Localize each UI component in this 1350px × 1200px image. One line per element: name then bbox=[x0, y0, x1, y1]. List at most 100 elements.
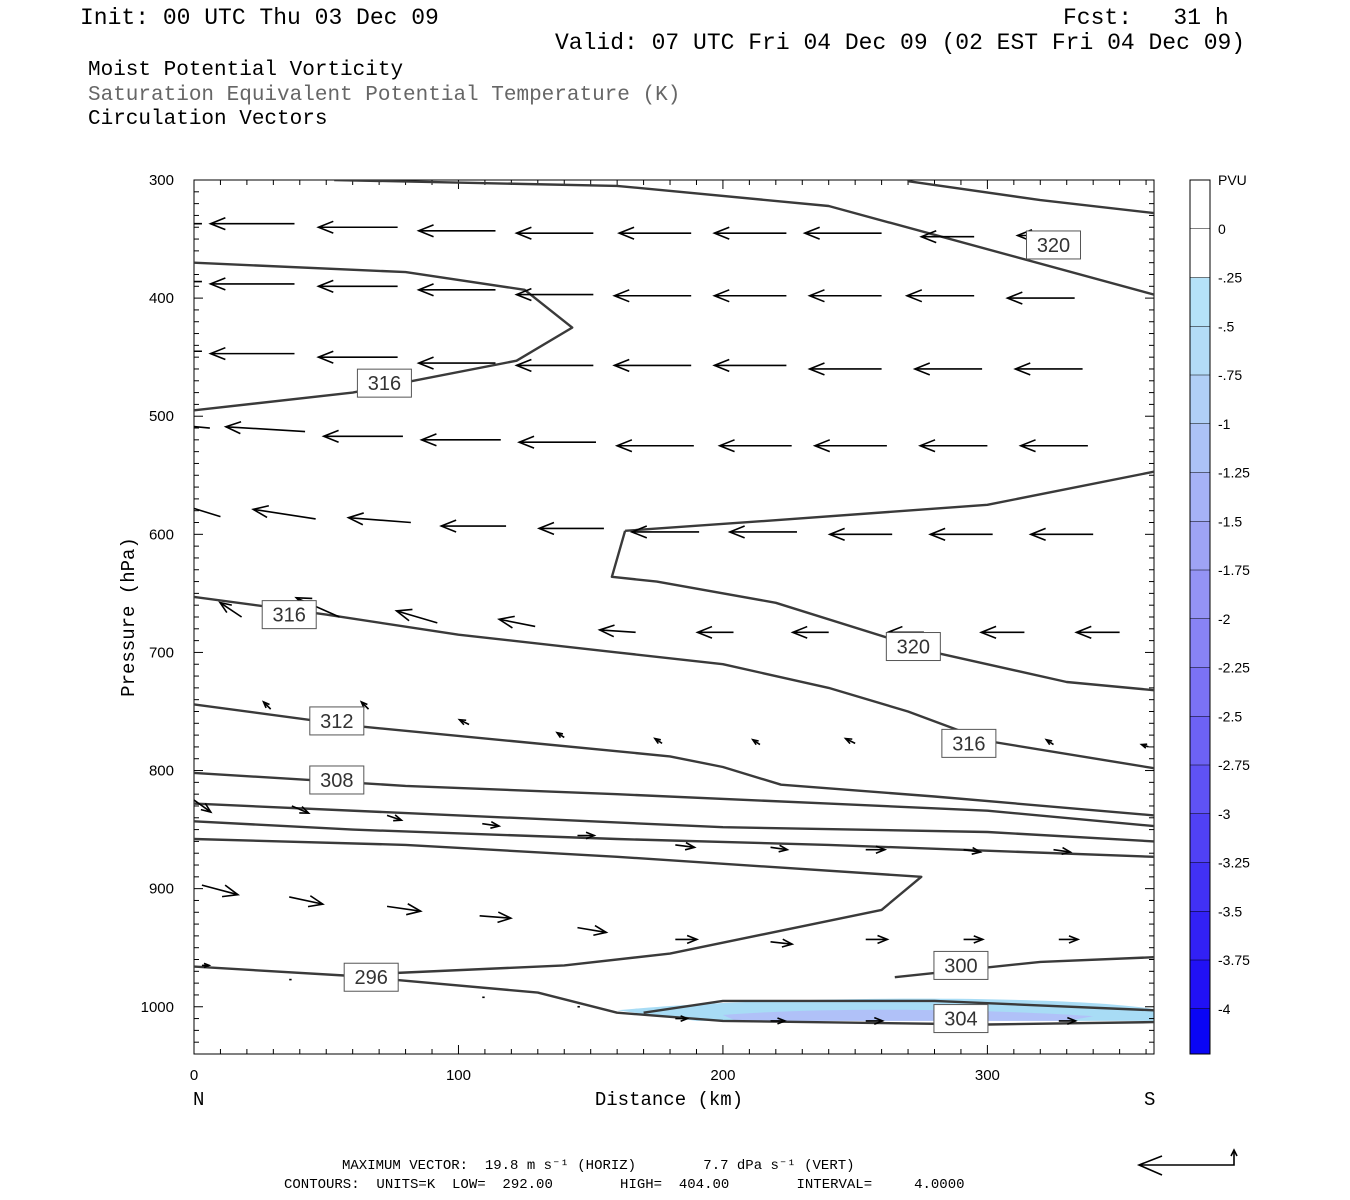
vector-head bbox=[394, 608, 413, 622]
vector-head bbox=[514, 226, 532, 240]
contour-label-box bbox=[356, 368, 412, 398]
vector-head bbox=[777, 1017, 788, 1025]
vector-shaft bbox=[770, 941, 793, 945]
vector-arrow bbox=[316, 220, 398, 234]
colorbar-segment bbox=[1190, 765, 1210, 814]
vector-arrow bbox=[712, 226, 787, 240]
vector-arrow bbox=[416, 224, 496, 238]
vector-arrow bbox=[807, 362, 882, 376]
vector-arrow bbox=[555, 731, 565, 739]
vector-head bbox=[912, 362, 931, 376]
vector-head bbox=[1013, 362, 1031, 376]
theta-contour-line bbox=[194, 802, 1154, 843]
colorbar-label: -3 bbox=[1218, 806, 1231, 822]
vector-head bbox=[629, 525, 648, 539]
vector-arrow bbox=[289, 895, 325, 908]
vector-shaft bbox=[479, 915, 511, 920]
colorbar-title: PVU bbox=[1218, 172, 1247, 188]
contour-label: 308 bbox=[309, 765, 365, 795]
max-vector-info: MAXIMUM VECTOR: 19.8 m s⁻¹ (HORIZ) 7.7 d… bbox=[342, 1158, 855, 1174]
vector-arrow bbox=[416, 356, 496, 370]
vector-shaft bbox=[201, 884, 239, 896]
vector-arrow bbox=[536, 521, 604, 536]
contour-label: 316 bbox=[941, 728, 997, 758]
vector-arrow bbox=[251, 504, 316, 520]
vector-arrow bbox=[261, 700, 272, 710]
colorbar-label: -.75 bbox=[1218, 367, 1242, 383]
vector-head bbox=[1018, 439, 1036, 453]
contour-label-text: 316 bbox=[952, 733, 985, 755]
vector-arrow bbox=[770, 844, 790, 853]
vector-arrow bbox=[514, 226, 594, 240]
vector-head bbox=[393, 814, 404, 822]
y-axis-title: Pressure (hPa) bbox=[118, 537, 140, 697]
vector-arrow bbox=[919, 230, 975, 244]
contour-label-box bbox=[261, 600, 317, 630]
colorbar-label: -3.75 bbox=[1218, 952, 1250, 968]
vector-head bbox=[208, 277, 226, 291]
vector-arrow bbox=[614, 439, 694, 453]
forecast-hour: Fcst: 31 h bbox=[1063, 5, 1229, 31]
vector-head bbox=[695, 625, 713, 639]
colorbar-segment bbox=[1190, 326, 1210, 375]
vector-arrow bbox=[316, 279, 398, 293]
colorbar-label: -3.25 bbox=[1218, 855, 1250, 871]
y-tick-label: 800 bbox=[149, 763, 174, 780]
vector-arrow bbox=[963, 846, 983, 855]
vector-arrow bbox=[1058, 1016, 1078, 1025]
colorbar-segment bbox=[1190, 618, 1210, 668]
colorbar-segment bbox=[1190, 570, 1210, 619]
vector-head bbox=[617, 226, 635, 240]
vector-arrow bbox=[577, 831, 597, 840]
vector-arrow bbox=[827, 527, 893, 542]
vector-head bbox=[585, 831, 597, 840]
vector-head bbox=[261, 700, 270, 709]
vector-arrow bbox=[963, 935, 985, 944]
x-axis-title: Distance (km) bbox=[595, 1089, 743, 1111]
vector-head bbox=[118, 345, 133, 357]
vector-head bbox=[307, 895, 325, 908]
vector-shaft bbox=[396, 610, 438, 624]
vector-head bbox=[118, 218, 133, 230]
axis-ticks bbox=[193, 179, 1154, 1055]
vector-head bbox=[812, 439, 831, 453]
vector-shaft bbox=[194, 799, 212, 813]
vector-arrow bbox=[1013, 362, 1083, 376]
vector-head bbox=[727, 525, 745, 539]
init-time: Init: 00 UTC Thu 03 Dec 09 bbox=[80, 5, 439, 31]
vector-head bbox=[419, 433, 437, 447]
reference-vector-head bbox=[1136, 1155, 1163, 1176]
vector-arrow bbox=[223, 420, 306, 435]
y-tick-label: 300 bbox=[149, 172, 174, 189]
theta-contour-line bbox=[194, 595, 1154, 770]
colorbar-label: -2.25 bbox=[1218, 660, 1250, 676]
vector-arrow bbox=[979, 625, 1025, 640]
vector-arrow bbox=[118, 218, 202, 230]
colorbar-label: -2.5 bbox=[1218, 708, 1242, 724]
vector-arrow bbox=[416, 283, 496, 297]
contour-label-box bbox=[933, 950, 989, 980]
contour-label-text: 308 bbox=[320, 770, 353, 792]
contour-label-box bbox=[933, 1004, 989, 1034]
contour-label: 316 bbox=[261, 600, 317, 630]
vector-head bbox=[614, 439, 633, 453]
vector-arrow bbox=[208, 277, 295, 291]
colorbar-frame bbox=[1189, 179, 1211, 1055]
vector-head bbox=[203, 962, 212, 969]
vector-arrow bbox=[1074, 625, 1120, 640]
contour-label-text: 296 bbox=[355, 967, 388, 989]
colorbar-segment bbox=[1190, 1008, 1210, 1054]
contour-label-text: 316 bbox=[368, 373, 401, 395]
vector-arrow bbox=[629, 525, 700, 539]
vector-head bbox=[299, 805, 311, 815]
vector-head bbox=[593, 924, 609, 937]
vector-head bbox=[979, 625, 997, 640]
contour-label-box bbox=[343, 962, 399, 992]
colorbar-segment bbox=[1190, 180, 1210, 229]
vector-head bbox=[1061, 846, 1073, 855]
theta-contour-line bbox=[194, 820, 1154, 858]
vector-arrow bbox=[790, 625, 829, 639]
colorbar-segment bbox=[1190, 667, 1210, 717]
vector-arrow bbox=[612, 358, 692, 373]
vector-head bbox=[928, 527, 946, 542]
